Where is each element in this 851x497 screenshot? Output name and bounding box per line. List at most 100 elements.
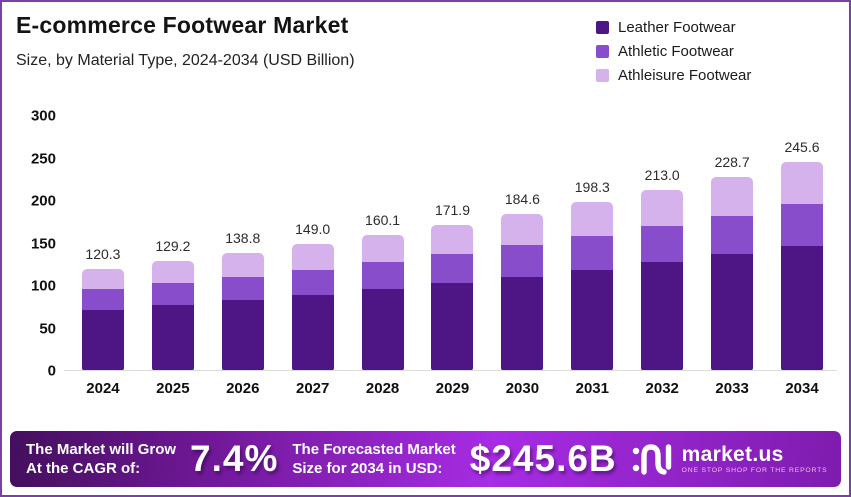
legend-label: Leather Footwear (618, 19, 736, 36)
bar-segment-leather-footwear-2034 (781, 245, 824, 371)
plot-area: 120.3 129.2 138.8 149.0 160.1 171.9 184.6 198.3… (64, 114, 837, 371)
bar-segment-athletic-footwear-2025 (151, 283, 194, 306)
bar-column-2033: 228.7 (697, 154, 767, 371)
x-label-2034: 2034 (785, 380, 819, 397)
bar-segment-leather-footwear-2033 (711, 254, 754, 371)
stacked-bar-2031 (571, 202, 614, 371)
x-label-2029: 2029 (435, 380, 470, 397)
bar-segment-athletic-footwear-2024 (81, 289, 124, 310)
forecast-label: The Forecasted Market Size for 2034 in U… (292, 440, 455, 479)
page-subtitle: Size, by Material Type, 2024-2034 (USD B… (16, 52, 355, 69)
stacked-bar-2028 (361, 234, 404, 371)
bar-segment-athletic-footwear-2029 (431, 254, 474, 284)
bar-total-label-2033: 228.7 (714, 153, 750, 170)
brand-block: market.us ONE STOP SHOP FOR THE REPORTS (631, 441, 828, 477)
bar-total-label-2029: 171.9 (434, 201, 470, 218)
bar-segment-athleisure-footwear-2026 (221, 253, 264, 277)
bar-total-label-2026: 138.8 (225, 230, 261, 247)
x-label-2031: 2031 (575, 380, 609, 397)
bar-segment-leather-footwear-2025 (151, 305, 194, 371)
bar-column-2029: 171.9 (418, 202, 488, 371)
brand-tagline: ONE STOP SHOP FOR THE REPORTS (681, 466, 828, 474)
cagr-label-line1: The Market will Grow (26, 440, 177, 458)
bar-column-2032: 213.0 (627, 167, 697, 371)
bar-total-label-2030: 184.6 (504, 191, 540, 208)
bar-segment-leather-footwear-2032 (641, 262, 684, 371)
y-tick-50: 50 (39, 320, 56, 337)
bar-total-label-2024: 120.3 (85, 245, 121, 262)
bar-segment-athletic-footwear-2026 (221, 276, 264, 301)
bar-column-2030: 184.6 (487, 191, 557, 371)
y-tick-0: 0 (47, 362, 56, 380)
bar-column-2024: 120.3 (68, 246, 138, 371)
bar-column-2026: 138.8 (208, 230, 278, 371)
stacked-bar-2027 (291, 244, 334, 371)
x-axis-line (64, 370, 837, 371)
legend-item: Athleisure Footwear (596, 67, 751, 84)
x-label-2030: 2030 (505, 380, 540, 397)
bar-segment-athleisure-footwear-2025 (151, 261, 194, 284)
bar-total-label-2028: 160.1 (365, 211, 401, 228)
legend-item: Leather Footwear (596, 19, 751, 36)
bar-total-label-2031: 198.3 (574, 179, 610, 196)
bar-segment-leather-footwear-2027 (291, 295, 334, 371)
bar-segment-athleisure-footwear-2028 (361, 234, 404, 263)
brand-text: market.us ONE STOP SHOP FOR THE REPORTS (682, 444, 828, 475)
bar-total-label-2025: 129.2 (155, 238, 191, 255)
legend-label: Athleisure Footwear (618, 67, 752, 84)
x-label-2026: 2026 (226, 380, 260, 397)
y-tick-100: 100 (30, 277, 56, 295)
bar-total-label-2027: 149.0 (295, 221, 331, 238)
stacked-bar-2026 (221, 253, 264, 371)
legend-label: Athletic Footwear (618, 43, 734, 60)
stacked-bar-2024 (81, 268, 124, 371)
stacked-bar-2030 (501, 214, 544, 371)
forecast-label-line1: The Forecasted Market (292, 440, 456, 458)
bar-segment-leather-footwear-2030 (501, 276, 544, 371)
x-label-2032: 2032 (645, 380, 679, 397)
bar-segment-athleisure-footwear-2030 (501, 214, 544, 246)
bar-total-label-2034: 245.6 (784, 139, 820, 156)
y-tick-200: 200 (30, 192, 56, 210)
page-title: E-commerce Footwear Market (16, 12, 349, 38)
bar-column-2028: 160.1 (348, 212, 418, 371)
legend-item: Athletic Footwear (596, 43, 751, 60)
x-label-2025: 2025 (156, 380, 190, 397)
stacked-bar-2034 (781, 162, 824, 371)
bar-segment-athletic-footwear-2034 (781, 203, 824, 246)
bar-column-2034: 245.6 (767, 139, 837, 371)
x-axis-labels: 2024 2025 2026 2027 2028 2029 2030 2031 2032 2033… (68, 380, 837, 397)
y-axis: 0 50 100 150 200 250 300 (16, 108, 56, 380)
bar-segment-leather-footwear-2024 (81, 309, 124, 371)
forecast-value: $245.6B (469, 438, 617, 479)
stacked-bar-2025 (151, 261, 194, 371)
x-label-2033: 2033 (715, 380, 749, 397)
bar-segment-leather-footwear-2026 (221, 300, 264, 371)
y-tick-250: 250 (30, 150, 56, 167)
brand-name: market.us (681, 442, 784, 466)
x-label-2024: 2024 (86, 380, 120, 397)
bar-segment-athleisure-footwear-2032 (641, 189, 684, 227)
bar-segment-leather-footwear-2028 (361, 289, 404, 371)
bars-container: 120.3 129.2 138.8 149.0 160.1 171.9 184.6 198.3… (68, 114, 837, 371)
legend-swatch-1 (596, 45, 609, 58)
legend: Leather Footwear Athletic Footwear Athleis… (596, 19, 751, 84)
bar-segment-leather-footwear-2031 (571, 269, 614, 371)
bar-segment-athleisure-footwear-2027 (291, 244, 334, 270)
cagr-label: The Market will Grow At the CAGR of: (26, 440, 176, 479)
bar-segment-athleisure-footwear-2034 (781, 162, 824, 204)
forecast-label-line2: Size for 2034 in USD: (292, 460, 443, 477)
stacked-bar-2029 (431, 224, 474, 371)
bar-segment-leather-footwear-2029 (431, 283, 474, 371)
bar-segment-athleisure-footwear-2031 (571, 202, 614, 237)
market-us-logo-icon (632, 444, 671, 475)
bar-column-2027: 149.0 (278, 221, 348, 371)
chart-area: 0 50 100 150 200 250 300 120.3 129.2 138.8 149.0 1… (16, 108, 837, 397)
cagr-value: 7.4% (190, 438, 279, 479)
bar-segment-athletic-footwear-2028 (361, 262, 404, 290)
bar-column-2025: 129.2 (138, 238, 208, 371)
y-tick-300: 300 (30, 107, 56, 125)
stacked-bar-2033 (711, 176, 754, 371)
x-label-2028: 2028 (365, 380, 400, 397)
